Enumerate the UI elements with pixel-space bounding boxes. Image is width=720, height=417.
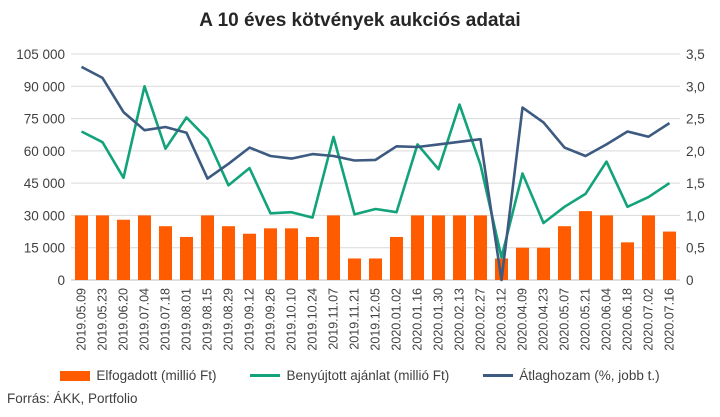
x-tick-label: 2019.05.23 — [96, 288, 110, 351]
bar — [453, 215, 466, 280]
x-tick-label: 2020.05.07 — [558, 288, 572, 351]
bar — [348, 258, 361, 280]
x-tick-label: 2019.07.04 — [138, 288, 152, 351]
x-tick-label: 2019.06.20 — [117, 288, 131, 351]
bar — [432, 215, 445, 280]
bar — [579, 211, 592, 280]
bar — [306, 237, 319, 280]
x-tick-label: 2020.07.02 — [642, 288, 656, 351]
legend: Elfogadott (millió Ft) Benyújtott ajánla… — [0, 368, 720, 383]
bar — [285, 228, 298, 280]
y-left-tick-label: 45 000 — [24, 176, 65, 191]
legend-swatch-bids — [250, 374, 280, 377]
y-right-tick-label: 2,5 — [686, 112, 705, 127]
y-left-tick-label: 0 — [57, 273, 65, 288]
x-tick-label: 2020.05.21 — [579, 288, 593, 351]
bar — [96, 215, 109, 280]
bar — [474, 215, 487, 280]
y-left-tick-label: 105 000 — [16, 47, 65, 62]
x-tick-label: 2019.08.29 — [222, 288, 236, 351]
y-right-tick-label: 2,0 — [686, 144, 705, 159]
bar — [243, 234, 256, 280]
bar — [537, 248, 550, 280]
bar — [327, 215, 340, 280]
bar — [180, 237, 193, 280]
x-tick-label: 2019.11.07 — [327, 288, 341, 350]
x-tick-label: 2019.05.09 — [75, 288, 89, 351]
x-tick-label: 2019.10.24 — [306, 288, 320, 351]
source-note: Forrás: ÁKK, Portfolio — [7, 391, 138, 406]
y-right-tick-label: 0,5 — [686, 241, 705, 256]
y-right-tick-label: 3,0 — [686, 79, 705, 94]
x-tick-label: 2020.02.27 — [474, 288, 488, 351]
bar — [159, 226, 172, 280]
legend-item-bars: Elfogadott (millió Ft) — [60, 368, 216, 383]
bar — [138, 215, 151, 280]
x-tick-label: 2019.07.18 — [159, 288, 173, 351]
y-right-tick-label: 3,5 — [686, 47, 705, 62]
bar — [75, 215, 88, 280]
legend-item-yield: Átlaghozam (%, jobb t.) — [483, 368, 659, 383]
y-right-tick-label: 1,0 — [686, 208, 705, 223]
legend-label-bids: Benyújtott ajánlat (millió Ft) — [286, 368, 449, 383]
x-tick-label: 2019.09.12 — [243, 288, 257, 351]
bar — [642, 215, 655, 280]
bar — [516, 248, 529, 280]
y-left-tick-label: 30 000 — [24, 208, 65, 223]
x-tick-label: 2019.12.05 — [369, 288, 383, 351]
bar — [222, 226, 235, 280]
bar — [621, 242, 634, 280]
legend-label-bars: Elfogadott (millió Ft) — [96, 368, 216, 383]
legend-swatch-bars — [60, 371, 90, 381]
x-tick-label: 2020.07.16 — [663, 288, 677, 351]
x-tick-label: 2020.04.23 — [537, 288, 551, 351]
legend-item-bids: Benyújtott ajánlat (millió Ft) — [250, 368, 449, 383]
y-right-tick-label: 1,5 — [686, 176, 705, 191]
x-tick-label: 2020.01.30 — [432, 288, 446, 351]
x-tick-label: 2019.08.01 — [180, 288, 194, 351]
x-tick-label: 2019.09.26 — [264, 288, 278, 351]
bar — [264, 228, 277, 280]
x-tick-label: 2020.03.12 — [495, 288, 509, 351]
x-tick-label: 2019.11.21 — [348, 288, 362, 350]
bar — [390, 237, 403, 280]
bar — [600, 215, 613, 280]
x-tick-label: 2020.06.04 — [600, 288, 614, 351]
bar — [201, 215, 214, 280]
y-left-tick-label: 75 000 — [24, 112, 65, 127]
legend-swatch-yield — [483, 374, 513, 377]
bar — [411, 215, 424, 280]
x-tick-label: 2019.08.15 — [201, 288, 215, 351]
x-tick-label: 2020.04.09 — [516, 288, 530, 351]
legend-label-yield: Átlaghozam (%, jobb t.) — [519, 368, 659, 383]
bar — [558, 226, 571, 280]
x-tick-label: 2019.10.10 — [285, 288, 299, 351]
y-left-tick-label: 60 000 — [24, 144, 65, 159]
bar — [369, 258, 382, 280]
y-left-tick-label: 90 000 — [24, 79, 65, 94]
x-tick-label: 2020.06.18 — [621, 288, 635, 351]
y-right-tick-label: 0 — [686, 273, 694, 288]
bar — [663, 232, 676, 280]
y-left-tick-label: 15 000 — [24, 241, 65, 256]
x-tick-label: 2020.02.13 — [453, 288, 467, 351]
x-tick-label: 2020.01.16 — [411, 288, 425, 351]
bar — [117, 220, 130, 280]
x-tick-label: 2020.01.02 — [390, 288, 404, 351]
